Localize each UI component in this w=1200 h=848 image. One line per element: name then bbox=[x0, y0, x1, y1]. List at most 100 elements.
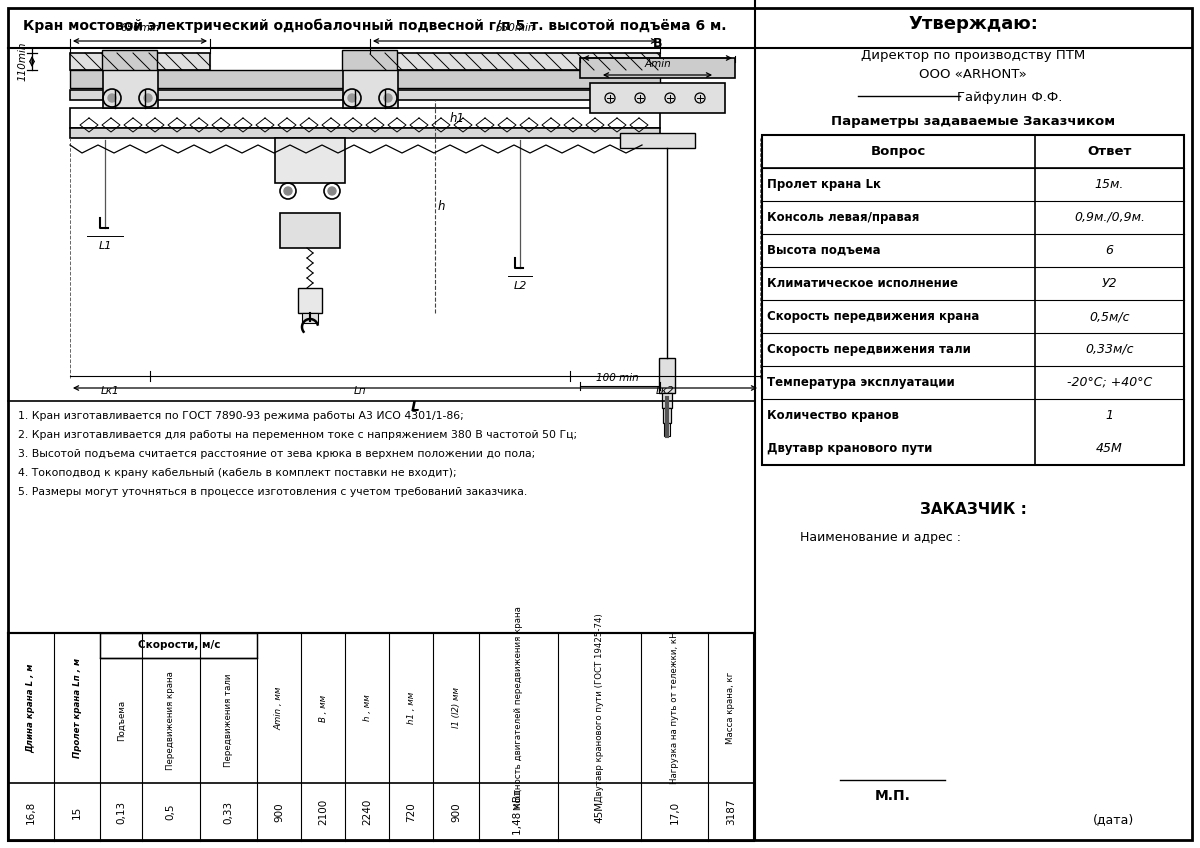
Text: 45М: 45М bbox=[594, 801, 605, 823]
Text: 650min: 650min bbox=[496, 23, 535, 33]
Text: Директор по производству ПТМ: Директор по производству ПТМ bbox=[860, 48, 1085, 62]
Text: Ответ: Ответ bbox=[1087, 145, 1132, 158]
Text: 4. Токоподвод к крану кабельный (кабель в комплект поставки не входит);: 4. Токоподвод к крану кабельный (кабель … bbox=[18, 468, 457, 478]
Bar bbox=[101, 633, 258, 658]
Bar bbox=[762, 135, 1184, 465]
Text: L2: L2 bbox=[514, 281, 527, 291]
Bar bbox=[662, 408, 671, 423]
Text: Масса крана, кг: Масса крана, кг bbox=[726, 672, 736, 745]
Bar bbox=[8, 633, 754, 841]
Bar bbox=[70, 90, 660, 100]
Text: ЗАКАЗЧИК :: ЗАКАЗЧИК : bbox=[919, 503, 1026, 517]
Text: Вопрос: Вопрос bbox=[871, 145, 926, 158]
Text: 17,0: 17,0 bbox=[670, 801, 679, 823]
Text: Пролет крана Lп , м: Пролет крана Lп , м bbox=[73, 658, 82, 758]
Text: Amin: Amin bbox=[644, 59, 671, 69]
Text: Lк2: Lк2 bbox=[655, 386, 674, 396]
Bar bbox=[580, 58, 734, 78]
Text: 6: 6 bbox=[1105, 244, 1114, 257]
Text: 100 min: 100 min bbox=[595, 373, 638, 383]
Text: 720: 720 bbox=[406, 802, 416, 822]
Text: l1 (l2) мм: l1 (l2) мм bbox=[451, 688, 461, 728]
Text: 650min: 650min bbox=[120, 23, 160, 33]
Bar bbox=[620, 133, 695, 148]
Text: 0,33: 0,33 bbox=[223, 801, 234, 823]
Bar bbox=[302, 313, 318, 323]
Circle shape bbox=[328, 187, 336, 195]
Text: Консоль левая/правая: Консоль левая/правая bbox=[767, 211, 919, 224]
Text: 0,13: 0,13 bbox=[116, 801, 126, 823]
Text: L1: L1 bbox=[98, 241, 112, 251]
Circle shape bbox=[108, 94, 116, 102]
Text: 900: 900 bbox=[451, 802, 461, 822]
Text: B: B bbox=[653, 37, 662, 50]
Text: ООО «ARHONT»: ООО «ARHONT» bbox=[919, 69, 1027, 81]
Text: 110min: 110min bbox=[17, 42, 28, 81]
Text: 15: 15 bbox=[72, 806, 83, 818]
Text: Amin , мм: Amin , мм bbox=[275, 686, 284, 729]
Text: Lк1: Lк1 bbox=[101, 386, 119, 396]
Text: Lп: Lп bbox=[354, 386, 366, 396]
Bar bbox=[298, 288, 322, 313]
Bar bbox=[280, 213, 340, 248]
Bar bbox=[590, 83, 725, 113]
Bar bbox=[662, 393, 672, 408]
Text: Гайфулин Ф.Ф.: Гайфулин Ф.Ф. bbox=[958, 92, 1063, 104]
Text: 0,5м/с: 0,5м/с bbox=[1090, 310, 1129, 323]
Bar bbox=[102, 50, 157, 70]
Text: 1. Кран изготавливается по ГОСТ 7890-93 режима работы А3 ИСО 4301/1-86;: 1. Кран изготавливается по ГОСТ 7890-93 … bbox=[18, 411, 463, 421]
Text: Мощность двигателей передвижения крана: Мощность двигателей передвижения крана bbox=[514, 606, 523, 810]
Text: Скорость передвижения тали: Скорость передвижения тали bbox=[767, 343, 971, 356]
Bar bbox=[103, 70, 158, 108]
Text: Передвижения тали: Передвижения тали bbox=[224, 674, 233, 767]
Text: 5. Размеры могут уточняться в процессе изготовления с учетом требований заказчик: 5. Размеры могут уточняться в процессе и… bbox=[18, 487, 527, 497]
Text: L: L bbox=[410, 400, 420, 414]
Text: У2: У2 bbox=[1102, 277, 1117, 290]
Text: Температура эксплуатации: Температура эксплуатации bbox=[767, 376, 955, 389]
Bar bbox=[70, 128, 660, 138]
Circle shape bbox=[348, 94, 356, 102]
Text: 2. Кран изготавливается для работы на переменном токе с напряжением 380 В частот: 2. Кран изготавливается для работы на пе… bbox=[18, 430, 577, 440]
Circle shape bbox=[384, 94, 392, 102]
Text: 0,33м/с: 0,33м/с bbox=[1085, 343, 1134, 356]
Circle shape bbox=[284, 187, 292, 195]
Text: B , мм: B , мм bbox=[319, 695, 328, 722]
Text: h1: h1 bbox=[450, 113, 466, 126]
Text: (дата): (дата) bbox=[1092, 813, 1134, 827]
Bar bbox=[70, 108, 660, 128]
Text: Наименование и адрес :: Наименование и адрес : bbox=[800, 532, 961, 544]
Bar bbox=[70, 53, 210, 70]
Text: Скорость передвижения крана: Скорость передвижения крана bbox=[767, 310, 979, 323]
Bar bbox=[342, 50, 397, 70]
Text: Пролет крана Lк: Пролет крана Lк bbox=[767, 178, 881, 191]
Text: 1,48 кВт: 1,48 кВт bbox=[514, 789, 523, 835]
Text: 45М: 45М bbox=[1096, 442, 1123, 455]
Text: Высота подъема: Высота подъема bbox=[767, 244, 881, 257]
Text: Климатическое исполнение: Климатическое исполнение bbox=[767, 277, 958, 290]
Bar bbox=[659, 358, 674, 393]
Text: 900: 900 bbox=[275, 802, 284, 822]
Text: 3. Высотой подъема считается расстояние от зева крюка в верхнем положении до пол: 3. Высотой подъема считается расстояние … bbox=[18, 449, 535, 459]
Text: Кран мостовой электрический однобалочный подвесной г/п 5 т. высотой подъёма 6 м.: Кран мостовой электрический однобалочный… bbox=[23, 19, 727, 33]
Text: Длина крана L , м: Длина крана L , м bbox=[26, 663, 36, 753]
Circle shape bbox=[144, 94, 152, 102]
Text: 1: 1 bbox=[1105, 409, 1114, 422]
Bar bbox=[275, 138, 346, 183]
Text: М.П.: М.П. bbox=[875, 789, 911, 803]
Text: 3187: 3187 bbox=[726, 799, 736, 825]
Bar bbox=[343, 70, 398, 108]
Text: h , мм: h , мм bbox=[362, 695, 372, 722]
Text: 0,5: 0,5 bbox=[166, 804, 176, 820]
Text: Подъема: Подъема bbox=[116, 700, 126, 741]
Text: Двутавр кранового пути (ГОСТ 19425-74): Двутавр кранового пути (ГОСТ 19425-74) bbox=[595, 614, 604, 802]
Text: Нагрузка на путь от тележки, кН: Нагрузка на путь от тележки, кН bbox=[670, 632, 679, 784]
Text: h1 , мм: h1 , мм bbox=[407, 692, 415, 724]
Text: 15м.: 15м. bbox=[1094, 178, 1124, 191]
Text: Утверждаю:: Утверждаю: bbox=[908, 15, 1038, 33]
Text: Передвижения крана: Передвижения крана bbox=[167, 671, 175, 770]
Text: h: h bbox=[438, 200, 445, 213]
Text: 2100: 2100 bbox=[318, 799, 329, 825]
Bar bbox=[70, 70, 660, 88]
Text: 2240: 2240 bbox=[362, 799, 372, 825]
Text: -20°C; +40°C: -20°C; +40°C bbox=[1067, 376, 1152, 389]
